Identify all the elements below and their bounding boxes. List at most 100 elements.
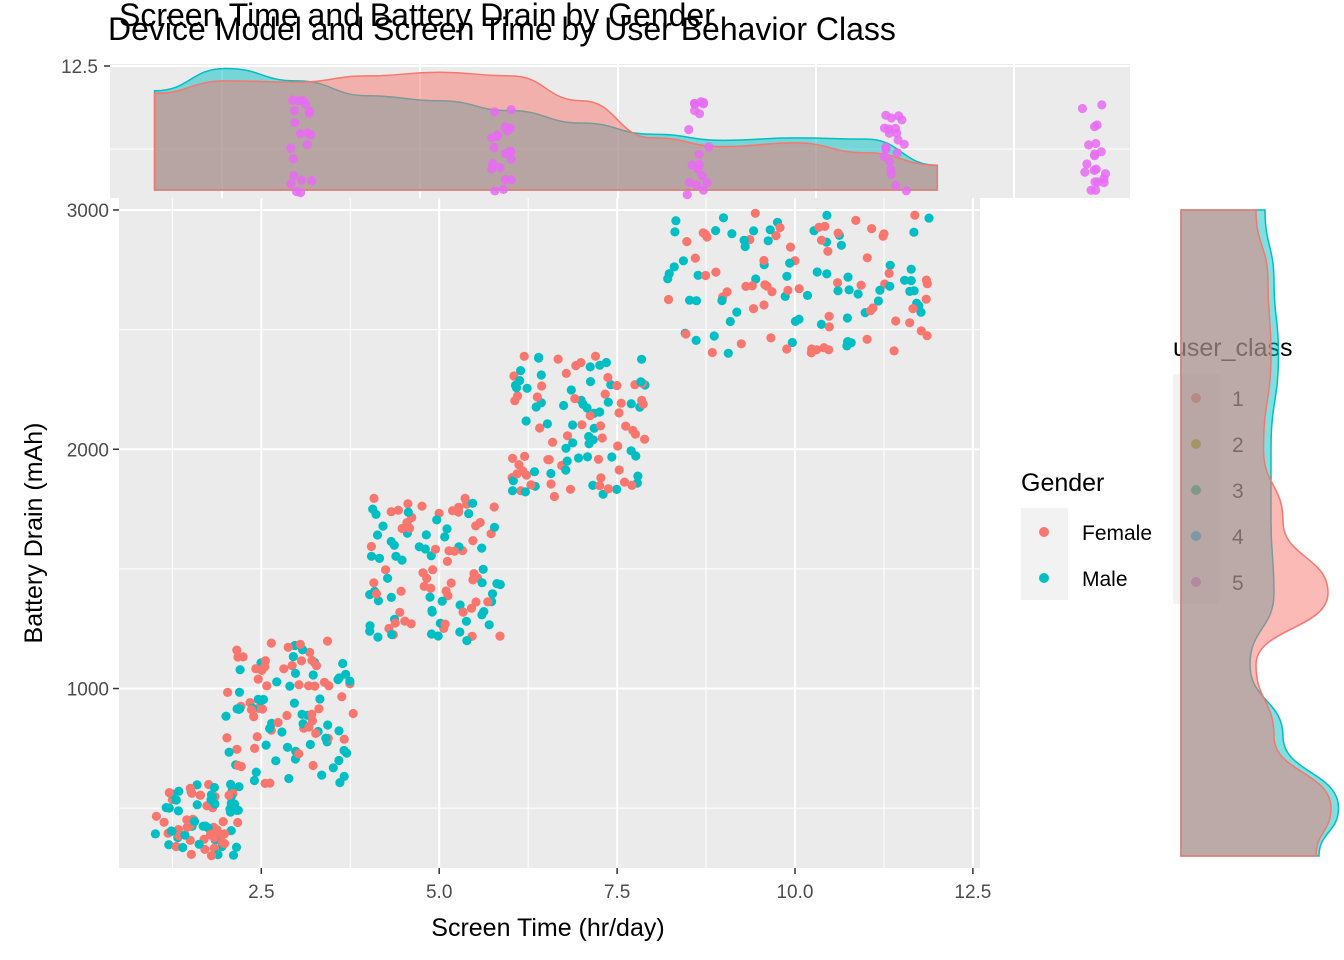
point-female [223,687,233,698]
point-male [383,573,393,583]
point-male [529,467,540,477]
point-male [455,627,465,637]
gender-legend-title: Gender [1021,469,1104,497]
point-male [317,770,327,780]
point-male [403,507,413,517]
point-female [212,825,222,835]
point-female [681,329,691,339]
point-female [250,743,260,754]
point-male [603,397,613,407]
point-female [458,607,468,617]
point-male [822,269,832,279]
point-male [271,756,281,766]
point-female [603,372,613,383]
point-male [685,295,695,305]
point-female [627,480,637,490]
point-male [515,376,525,386]
point-female [682,237,692,247]
point-female [759,255,769,266]
point-male [531,402,541,412]
point-female [218,817,228,827]
point-male [339,745,349,756]
point-male [521,416,531,426]
point-male [478,564,488,574]
point-female [766,333,776,343]
point-female [224,790,234,801]
point-female [760,280,770,290]
point-male [885,281,895,291]
user-class-5-dot [702,178,712,188]
user-class-5-dot [1091,138,1101,149]
point-male [542,419,553,429]
point-female [236,761,246,772]
point-male [816,319,827,329]
point-male [234,704,244,715]
point-female [222,733,232,743]
point-female [307,655,317,666]
point-male [335,778,345,788]
point-female [856,280,866,290]
point-female [621,421,631,431]
point-female [565,484,576,494]
user-class-5-dot [693,164,703,174]
point-male [224,747,234,757]
user-class-5-dot [684,177,694,188]
point-female [862,253,872,263]
point-female [314,704,324,714]
point-male [194,839,204,849]
point-female [219,829,230,839]
point-male [546,468,556,479]
user-class-5-dot [890,123,901,133]
point-female [233,652,243,662]
user-class-5-dot [698,185,709,195]
x-axis-title: Screen Time (hr/day) [431,914,664,942]
point-male [751,274,761,284]
point-male [228,850,239,860]
point-female [260,662,270,672]
point-male [285,681,295,691]
point-female [736,339,746,349]
point-female [151,811,161,821]
point-female [546,479,556,489]
point-female [700,229,711,240]
point-male [284,773,294,784]
point-male [265,723,275,734]
user-class-5-dot [286,179,296,189]
point-male [373,596,383,606]
point-male [709,331,719,341]
user-class-5-dot [289,105,300,116]
point-female [444,546,454,556]
point-female [419,581,429,592]
point-male [631,451,641,461]
point-female [814,222,824,232]
point-female [395,607,405,618]
point-female [701,270,711,281]
point-female [905,318,915,328]
point-female [339,734,349,744]
point-male [711,226,721,236]
point-male [740,241,750,252]
point-female [637,395,647,405]
user-class-5-dot [1091,185,1101,195]
point-female [868,303,878,313]
point-female [483,597,493,607]
point-male [637,354,647,364]
main-grid [119,198,980,868]
point-female [185,783,195,793]
point-male [853,289,863,299]
point-male [723,348,733,358]
point-male [189,816,200,827]
point-female [571,361,581,371]
point-female [233,817,243,828]
user-class-5-dot [1084,140,1094,150]
point-female [287,661,297,671]
point-male [235,665,245,675]
point-male [822,210,832,220]
point-female [337,692,347,702]
point-female [690,253,700,263]
user-class-5-dot [286,143,296,153]
point-female [613,441,623,451]
user-class-5-dot [893,135,903,145]
point-female [597,433,607,443]
point-male [487,589,498,599]
